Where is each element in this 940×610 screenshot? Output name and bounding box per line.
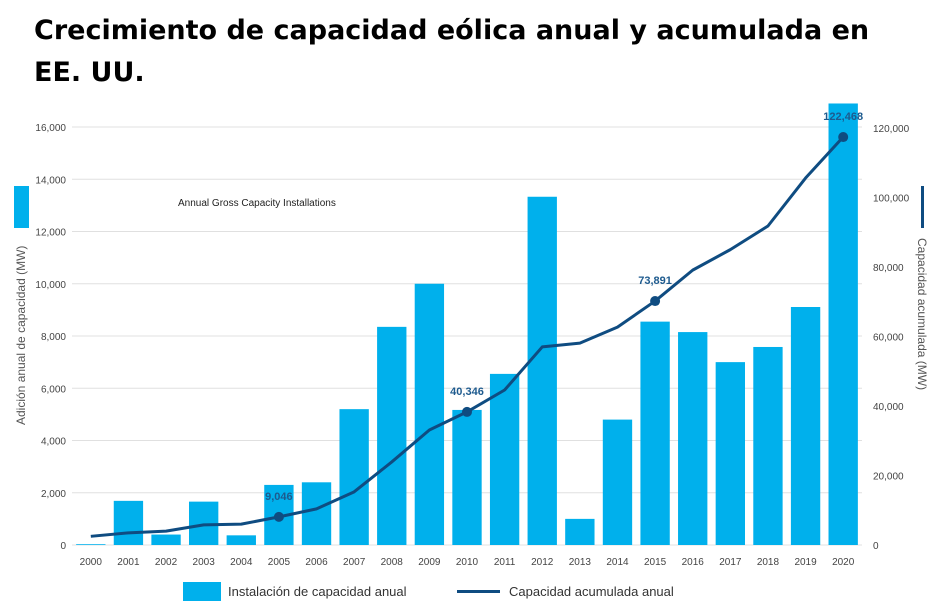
x-tick-label: 2020	[832, 557, 855, 568]
x-axis-ticks: 2000 2001 2002 2003 2004 2005 2006 2007 2008 2009…	[80, 557, 855, 568]
bar-2002	[151, 534, 181, 545]
x-tick-label: 2019	[794, 557, 817, 568]
legend-swatch-line	[457, 590, 500, 593]
x-tick-label: 2013	[569, 557, 592, 568]
left-tick-label: 14,000	[35, 175, 66, 186]
left-tick-label: 12,000	[35, 228, 66, 239]
x-tick-label: 2015	[644, 557, 667, 568]
x-tick-label: 2012	[531, 557, 554, 568]
legend-label-bar: Instalación de capacidad anual	[228, 584, 407, 599]
point-2020	[838, 132, 849, 143]
bar-2013	[565, 518, 595, 545]
x-tick-label: 2003	[193, 557, 216, 568]
right-axis-label: Capacidad acumulada (MW)	[915, 238, 929, 390]
right-tick-label: 120,000	[873, 124, 910, 135]
bar-2007	[339, 409, 369, 545]
bar-2016	[678, 332, 708, 545]
left-tick-label: 4,000	[41, 437, 66, 448]
left-axis-ticks: 0 2,000 4,000 6,000 8,000 10,000 12,000 14,000 1…	[35, 123, 66, 552]
bar-2010	[452, 409, 482, 545]
right-tick-label: 40,000	[873, 402, 904, 413]
x-tick-label: 2009	[418, 557, 441, 568]
right-tick-label: 100,000	[873, 194, 910, 205]
bar-2012	[527, 196, 557, 545]
x-tick-label: 2014	[606, 557, 629, 568]
bar-2015	[640, 321, 670, 545]
bar-2004	[226, 535, 256, 545]
bar-2019	[790, 307, 821, 545]
left-tick-label: 10,000	[35, 280, 66, 291]
right-tick-label: 20,000	[873, 472, 904, 483]
left-tick-label: 2,000	[41, 489, 66, 500]
x-tick-label: 2006	[305, 557, 328, 568]
bar-2009	[414, 283, 445, 545]
left-tick-label: 0	[60, 541, 66, 552]
bar-2018	[753, 346, 783, 545]
x-tick-label: 2005	[268, 557, 291, 568]
bar-2006	[301, 482, 332, 545]
legend-label-line: Capacidad acumulada anual	[509, 584, 674, 599]
x-tick-label: 2008	[381, 557, 404, 568]
bar-2001	[113, 500, 144, 545]
right-tick-label: 80,000	[873, 263, 904, 274]
legend: Instalación de capacidad anual Capacidad…	[183, 582, 674, 601]
point-label-2015: 73,891	[638, 275, 672, 287]
x-tick-label: 2007	[343, 557, 366, 568]
point-label-2020: 122,468	[823, 111, 863, 123]
chart-title: Crecimiento de capacidad eólica anual y …	[34, 15, 870, 88]
left-axis-legend-swatch	[14, 186, 29, 228]
x-tick-label: 2004	[230, 557, 253, 568]
point-2005	[273, 511, 284, 522]
chart-annotation: Annual Gross Capacity Installations	[178, 198, 336, 209]
left-tick-label: 16,000	[35, 123, 66, 134]
x-tick-label: 2017	[719, 557, 742, 568]
x-tick-label: 2010	[456, 557, 479, 568]
bar-2017	[715, 362, 746, 545]
right-axis-ticks: 0 20,000 40,000 60,000 80,000 100,000 120,000	[873, 124, 910, 552]
left-axis-label: Adición anual de capacidad (MW)	[14, 246, 28, 425]
legend-swatch-bar	[183, 582, 221, 601]
point-2015	[650, 296, 661, 307]
point-2010	[462, 406, 472, 417]
left-tick-label: 6,000	[41, 384, 66, 395]
bar-2011	[489, 373, 520, 545]
x-tick-label: 2000	[80, 557, 103, 568]
bar-2014	[602, 419, 633, 545]
line-series: 9,046 40,346 73,891 122,468	[90, 111, 863, 538]
right-axis-legend-swatch	[921, 186, 924, 228]
point-label-2010: 40,346	[450, 386, 484, 398]
bar-2020	[828, 103, 858, 546]
bar-series	[76, 103, 858, 546]
point-label-2005: 9,046	[265, 491, 293, 503]
x-tick-label: 2001	[117, 557, 140, 568]
right-tick-label: 0	[873, 541, 879, 552]
x-tick-label: 2018	[757, 557, 780, 568]
x-tick-label: 2002	[155, 557, 178, 568]
x-tick-label: 2011	[494, 557, 516, 568]
left-tick-label: 8,000	[41, 332, 66, 343]
bar-2000	[76, 544, 106, 545]
x-tick-label: 2016	[682, 557, 705, 568]
right-tick-label: 60,000	[873, 333, 904, 344]
bar-2008	[377, 326, 407, 545]
